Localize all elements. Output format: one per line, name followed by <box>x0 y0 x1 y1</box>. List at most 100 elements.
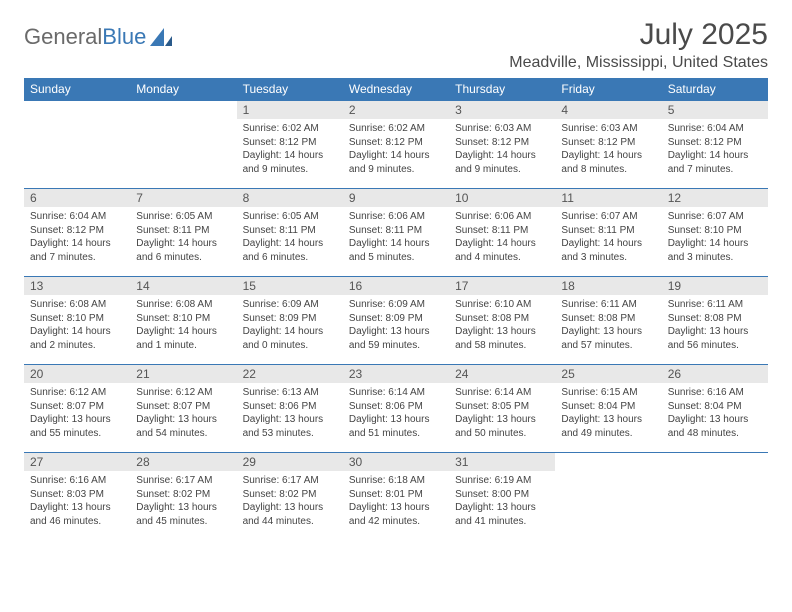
day-number: 8 <box>237 189 343 207</box>
day-cell: 28Sunrise: 6:17 AMSunset: 8:02 PMDayligh… <box>130 453 236 541</box>
location-text: Meadville, Mississippi, United States <box>509 54 768 72</box>
day-number: 10 <box>449 189 555 207</box>
logo-text-general: General <box>24 24 102 50</box>
day-details: Sunrise: 6:06 AMSunset: 8:11 PMDaylight:… <box>449 207 555 268</box>
calendar-row: 6Sunrise: 6:04 AMSunset: 8:12 PMDaylight… <box>24 189 768 277</box>
day-number: 27 <box>24 453 130 471</box>
day-details: Sunrise: 6:17 AMSunset: 8:02 PMDaylight:… <box>130 471 236 532</box>
day-cell: 15Sunrise: 6:09 AMSunset: 8:09 PMDayligh… <box>237 277 343 365</box>
calendar-row: 13Sunrise: 6:08 AMSunset: 8:10 PMDayligh… <box>24 277 768 365</box>
day-details: Sunrise: 6:10 AMSunset: 8:08 PMDaylight:… <box>449 295 555 356</box>
weekday-header: Wednesday <box>343 78 449 101</box>
day-cell: 7Sunrise: 6:05 AMSunset: 8:11 PMDaylight… <box>130 189 236 277</box>
weekday-header: Friday <box>555 78 661 101</box>
day-details: Sunrise: 6:12 AMSunset: 8:07 PMDaylight:… <box>24 383 130 444</box>
day-details: Sunrise: 6:09 AMSunset: 8:09 PMDaylight:… <box>237 295 343 356</box>
day-number: 14 <box>130 277 236 295</box>
day-cell: 6Sunrise: 6:04 AMSunset: 8:12 PMDaylight… <box>24 189 130 277</box>
day-cell: 16Sunrise: 6:09 AMSunset: 8:09 PMDayligh… <box>343 277 449 365</box>
day-details: Sunrise: 6:18 AMSunset: 8:01 PMDaylight:… <box>343 471 449 532</box>
day-number: 5 <box>662 101 768 119</box>
day-cell: 4Sunrise: 6:03 AMSunset: 8:12 PMDaylight… <box>555 101 661 189</box>
day-details: Sunrise: 6:02 AMSunset: 8:12 PMDaylight:… <box>343 119 449 180</box>
day-cell: 24Sunrise: 6:14 AMSunset: 8:05 PMDayligh… <box>449 365 555 453</box>
day-details: Sunrise: 6:08 AMSunset: 8:10 PMDaylight:… <box>24 295 130 356</box>
weekday-header: Sunday <box>24 78 130 101</box>
day-details: Sunrise: 6:19 AMSunset: 8:00 PMDaylight:… <box>449 471 555 532</box>
day-number: 25 <box>555 365 661 383</box>
day-number: 26 <box>662 365 768 383</box>
day-cell: 11Sunrise: 6:07 AMSunset: 8:11 PMDayligh… <box>555 189 661 277</box>
day-details: Sunrise: 6:09 AMSunset: 8:09 PMDaylight:… <box>343 295 449 356</box>
weekday-header: Saturday <box>662 78 768 101</box>
empty-cell <box>24 101 130 189</box>
empty-cell <box>555 453 661 541</box>
day-details: Sunrise: 6:16 AMSunset: 8:03 PMDaylight:… <box>24 471 130 532</box>
day-cell: 12Sunrise: 6:07 AMSunset: 8:10 PMDayligh… <box>662 189 768 277</box>
day-number: 15 <box>237 277 343 295</box>
day-cell: 20Sunrise: 6:12 AMSunset: 8:07 PMDayligh… <box>24 365 130 453</box>
day-number: 21 <box>130 365 236 383</box>
day-details: Sunrise: 6:17 AMSunset: 8:02 PMDaylight:… <box>237 471 343 532</box>
day-cell: 31Sunrise: 6:19 AMSunset: 8:00 PMDayligh… <box>449 453 555 541</box>
day-details: Sunrise: 6:16 AMSunset: 8:04 PMDaylight:… <box>662 383 768 444</box>
logo-text-blue: Blue <box>102 24 146 50</box>
day-number: 2 <box>343 101 449 119</box>
day-details: Sunrise: 6:02 AMSunset: 8:12 PMDaylight:… <box>237 119 343 180</box>
day-cell: 3Sunrise: 6:03 AMSunset: 8:12 PMDaylight… <box>449 101 555 189</box>
day-cell: 9Sunrise: 6:06 AMSunset: 8:11 PMDaylight… <box>343 189 449 277</box>
day-cell: 27Sunrise: 6:16 AMSunset: 8:03 PMDayligh… <box>24 453 130 541</box>
day-details: Sunrise: 6:14 AMSunset: 8:06 PMDaylight:… <box>343 383 449 444</box>
logo: GeneralBlue <box>24 18 172 50</box>
day-cell: 25Sunrise: 6:15 AMSunset: 8:04 PMDayligh… <box>555 365 661 453</box>
calendar-table: SundayMondayTuesdayWednesdayThursdayFrid… <box>24 78 768 541</box>
day-number: 22 <box>237 365 343 383</box>
day-cell: 5Sunrise: 6:04 AMSunset: 8:12 PMDaylight… <box>662 101 768 189</box>
day-number: 11 <box>555 189 661 207</box>
day-cell: 10Sunrise: 6:06 AMSunset: 8:11 PMDayligh… <box>449 189 555 277</box>
day-details: Sunrise: 6:03 AMSunset: 8:12 PMDaylight:… <box>449 119 555 180</box>
calendar-row: 20Sunrise: 6:12 AMSunset: 8:07 PMDayligh… <box>24 365 768 453</box>
weekday-header: Thursday <box>449 78 555 101</box>
day-cell: 26Sunrise: 6:16 AMSunset: 8:04 PMDayligh… <box>662 365 768 453</box>
day-details: Sunrise: 6:04 AMSunset: 8:12 PMDaylight:… <box>24 207 130 268</box>
day-cell: 23Sunrise: 6:14 AMSunset: 8:06 PMDayligh… <box>343 365 449 453</box>
empty-cell <box>662 453 768 541</box>
calendar-body: 1Sunrise: 6:02 AMSunset: 8:12 PMDaylight… <box>24 101 768 541</box>
day-details: Sunrise: 6:11 AMSunset: 8:08 PMDaylight:… <box>662 295 768 356</box>
day-details: Sunrise: 6:08 AMSunset: 8:10 PMDaylight:… <box>130 295 236 356</box>
day-number: 16 <box>343 277 449 295</box>
day-cell: 19Sunrise: 6:11 AMSunset: 8:08 PMDayligh… <box>662 277 768 365</box>
weekday-header: Monday <box>130 78 236 101</box>
day-details: Sunrise: 6:05 AMSunset: 8:11 PMDaylight:… <box>130 207 236 268</box>
day-number: 1 <box>237 101 343 119</box>
day-cell: 21Sunrise: 6:12 AMSunset: 8:07 PMDayligh… <box>130 365 236 453</box>
day-number: 17 <box>449 277 555 295</box>
day-number: 9 <box>343 189 449 207</box>
day-cell: 2Sunrise: 6:02 AMSunset: 8:12 PMDaylight… <box>343 101 449 189</box>
title-block: July 2025 Meadville, Mississippi, United… <box>509 18 768 72</box>
logo-sail-icon <box>150 28 172 46</box>
day-cell: 30Sunrise: 6:18 AMSunset: 8:01 PMDayligh… <box>343 453 449 541</box>
day-details: Sunrise: 6:06 AMSunset: 8:11 PMDaylight:… <box>343 207 449 268</box>
day-number: 3 <box>449 101 555 119</box>
day-cell: 13Sunrise: 6:08 AMSunset: 8:10 PMDayligh… <box>24 277 130 365</box>
day-number: 28 <box>130 453 236 471</box>
day-details: Sunrise: 6:03 AMSunset: 8:12 PMDaylight:… <box>555 119 661 180</box>
header: GeneralBlue July 2025 Meadville, Mississ… <box>24 18 768 72</box>
day-number: 7 <box>130 189 236 207</box>
day-details: Sunrise: 6:11 AMSunset: 8:08 PMDaylight:… <box>555 295 661 356</box>
calendar-row: 1Sunrise: 6:02 AMSunset: 8:12 PMDaylight… <box>24 101 768 189</box>
day-details: Sunrise: 6:13 AMSunset: 8:06 PMDaylight:… <box>237 383 343 444</box>
day-details: Sunrise: 6:07 AMSunset: 8:11 PMDaylight:… <box>555 207 661 268</box>
day-number: 4 <box>555 101 661 119</box>
day-number: 20 <box>24 365 130 383</box>
day-details: Sunrise: 6:07 AMSunset: 8:10 PMDaylight:… <box>662 207 768 268</box>
day-number: 24 <box>449 365 555 383</box>
day-cell: 18Sunrise: 6:11 AMSunset: 8:08 PMDayligh… <box>555 277 661 365</box>
calendar-row: 27Sunrise: 6:16 AMSunset: 8:03 PMDayligh… <box>24 453 768 541</box>
empty-cell <box>130 101 236 189</box>
day-number: 19 <box>662 277 768 295</box>
weekday-header-row: SundayMondayTuesdayWednesdayThursdayFrid… <box>24 78 768 101</box>
month-title: July 2025 <box>509 18 768 52</box>
